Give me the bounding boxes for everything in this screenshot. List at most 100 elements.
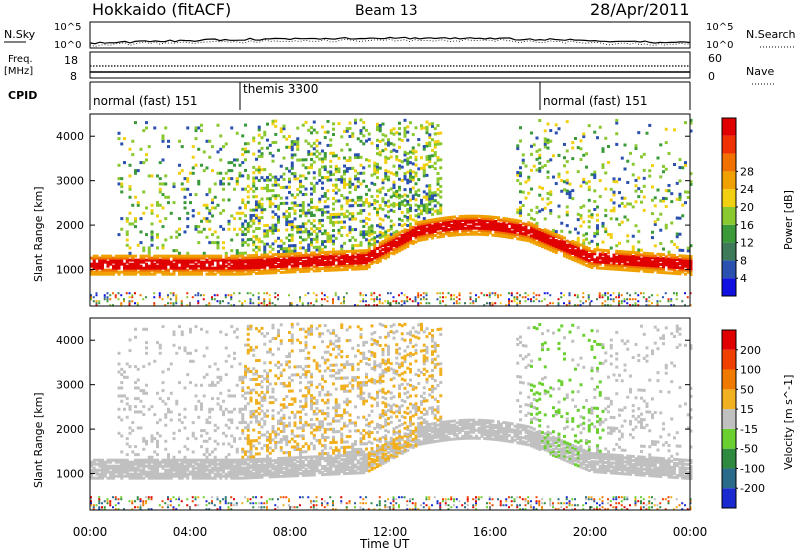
data-cell [222, 209, 225, 213]
data-cell [409, 241, 412, 245]
data-cell [409, 227, 412, 231]
data-cell [494, 221, 498, 225]
data-cell [409, 161, 412, 165]
data-cell [329, 151, 333, 155]
data-cell [244, 158, 247, 162]
data-cell [634, 178, 638, 182]
data-cell [194, 126, 198, 130]
data-cell [244, 203, 247, 207]
data-cell [263, 263, 267, 267]
data-cell [345, 233, 349, 237]
data-cell [373, 300, 376, 303]
data-cell [516, 233, 520, 237]
data-cell [334, 294, 337, 297]
data-cell [164, 423, 168, 427]
data-cell [450, 225, 454, 229]
data-cell [128, 292, 131, 295]
data-cell [395, 157, 399, 161]
data-cell [576, 304, 579, 307]
data-cell [601, 302, 604, 305]
data-cell [422, 206, 426, 210]
data-cell [285, 196, 289, 200]
data-cell [409, 239, 412, 243]
data-cell [263, 248, 267, 252]
data-cell [134, 458, 137, 462]
cpid-panel: CPID normal (fast) 151 themis 3300 norma… [8, 81, 691, 110]
data-cell [222, 474, 225, 478]
data-cell [117, 468, 121, 472]
data-cell [392, 143, 396, 147]
data-cell [411, 178, 415, 182]
data-cell [142, 391, 146, 395]
data-cell [150, 455, 154, 459]
data-cell [334, 178, 338, 182]
data-cell [576, 260, 580, 264]
data-cell [675, 272, 679, 276]
data-cell [263, 292, 266, 295]
data-cell [304, 187, 308, 191]
data-cell [414, 208, 418, 212]
data-cell [648, 169, 652, 173]
data-cell [425, 192, 429, 196]
colorbar-swatch [722, 118, 736, 136]
data-cell [310, 144, 313, 148]
data-cell [197, 496, 200, 499]
data-cell [502, 235, 506, 239]
data-cell [656, 302, 659, 305]
data-cell [164, 468, 168, 472]
data-cell [205, 166, 209, 170]
data-cell [307, 261, 311, 265]
data-cell [95, 300, 98, 303]
data-cell [543, 142, 547, 146]
data-cell [343, 169, 346, 173]
data-cell [392, 242, 396, 246]
data-cell [290, 244, 294, 248]
data-cell [601, 266, 605, 270]
data-cell [662, 259, 665, 263]
data-cell [299, 182, 302, 186]
data-cell [384, 177, 388, 181]
data-cell [557, 298, 560, 301]
data-cell [238, 211, 242, 215]
data-cell [521, 161, 525, 165]
data-cell [488, 217, 492, 221]
data-cell [271, 159, 275, 163]
data-cell [675, 270, 679, 274]
data-cell [370, 251, 374, 255]
data-cell [180, 304, 183, 307]
data-cell [483, 223, 487, 227]
data-cell [425, 173, 429, 177]
data-cell [274, 257, 278, 261]
data-cell [345, 263, 349, 267]
data-cell [112, 260, 115, 264]
data-cell [158, 190, 162, 194]
data-cell [95, 294, 98, 297]
data-cell [101, 254, 104, 258]
data-cell [200, 219, 203, 223]
data-cell [340, 180, 344, 184]
data-cell [120, 434, 124, 438]
data-cell [367, 244, 371, 248]
data-cell [472, 232, 476, 236]
data-cell [200, 260, 203, 264]
data-cell [560, 235, 564, 239]
data-cell [389, 304, 392, 307]
data-cell [271, 263, 275, 267]
data-cell [519, 182, 522, 186]
data-cell [640, 200, 643, 204]
data-cell [219, 474, 223, 478]
data-cell [323, 254, 327, 258]
data-cell [189, 359, 192, 363]
data-cell [186, 256, 190, 260]
data-cell [651, 198, 654, 202]
data-cell [472, 214, 476, 218]
data-cell [92, 266, 96, 270]
data-cell [348, 121, 352, 125]
data-cell [112, 292, 114, 295]
data-cell [403, 214, 407, 218]
data-cell [422, 227, 426, 231]
data-cell [208, 472, 212, 476]
data-cell [233, 437, 236, 441]
data-cell [420, 238, 423, 242]
data-cell [560, 221, 564, 225]
